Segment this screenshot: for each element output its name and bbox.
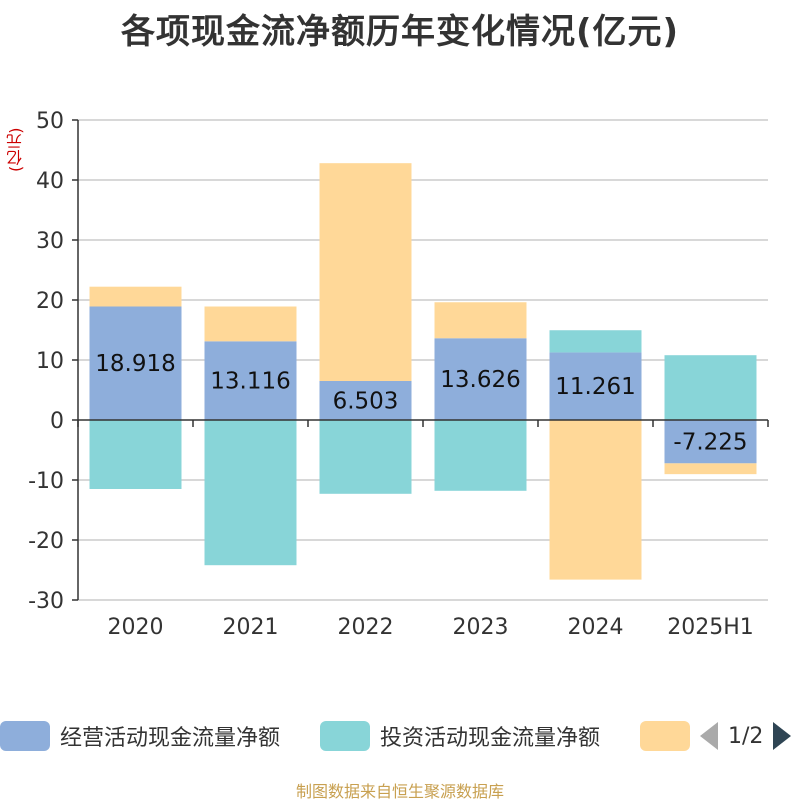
data-label: -7.225: [673, 430, 747, 456]
data-label: 13.116: [210, 369, 290, 395]
legend: 经营活动现金流量净额 投资活动现金流量净额 1/2: [0, 712, 800, 760]
x-tick-label: 2020: [108, 615, 164, 640]
data-source-note: 制图数据来自恒生聚源数据库: [295, 782, 504, 801]
legend-pager: 1/2: [700, 720, 792, 752]
x-tick-label: 2021: [223, 615, 279, 640]
bar-series1-2025H1: [664, 355, 757, 420]
legend-swatch-investing: [320, 721, 370, 751]
y-tick-label: 40: [36, 169, 64, 194]
legend-item-operating[interactable]: 经营活动现金流量净额: [0, 720, 280, 752]
next-page-icon[interactable]: [773, 722, 792, 750]
bar-series0-2025H1: [664, 420, 757, 464]
legend-swatch-financing: [640, 721, 690, 751]
y-tick-label: 50: [36, 109, 64, 134]
bar-series2-2021: [204, 306, 297, 342]
bar-series0-2024: [549, 352, 642, 420]
bar-series2-2025H1: [664, 463, 757, 475]
data-label: 13.626: [440, 367, 520, 393]
legend-label-operating: 经营活动现金流量净额: [60, 726, 281, 751]
bar-series2-2024: [549, 420, 642, 580]
legend-item-financing[interactable]: [640, 720, 700, 752]
x-tick-label: 2023: [453, 615, 509, 640]
bar-series2-2023: [434, 302, 527, 339]
legend-page-indicator: 1/2: [728, 723, 764, 749]
legend-item-investing[interactable]: 投资活动现金流量净额: [320, 720, 600, 752]
bar-series1-2020: [89, 420, 182, 489]
bar-series2-2020: [89, 286, 182, 307]
y-tick-label: 10: [36, 349, 64, 374]
x-tick-label: 2024: [568, 615, 624, 640]
bar-series1-2024: [549, 330, 642, 353]
data-label: 6.503: [333, 388, 399, 414]
y-tick-label: 30: [36, 229, 64, 254]
data-label: 18.918: [95, 351, 175, 377]
y-tick-label: 0: [50, 409, 64, 434]
bar-series0-2021: [204, 341, 297, 420]
y-tick-label: -20: [28, 529, 64, 554]
bar-chart: -30 -20 -10 0 10 20 30 40 50 2020 2021 2022 2023 2024…: [28, 109, 769, 640]
bar-series2-2022: [319, 163, 412, 381]
bar-series0-2023: [434, 338, 527, 420]
bar-series1-2021: [204, 420, 297, 566]
bar-series1-2023: [434, 420, 527, 491]
bar-series0-2022: [319, 380, 412, 420]
data-label: 11.261: [555, 374, 635, 400]
chart-title: 各项现金流净额历年变化情况(亿元): [120, 12, 680, 52]
bar-series0-2020: [89, 306, 182, 420]
legend-label-investing: 投资活动现金流量净额: [380, 726, 601, 751]
y-tick-label: -30: [28, 589, 64, 614]
x-tick-label: 2022: [338, 615, 394, 640]
bar-series1-2022: [319, 420, 412, 494]
prev-page-icon[interactable]: [700, 722, 718, 750]
y-tick-label: -10: [28, 469, 64, 494]
legend-swatch-operating: [0, 721, 50, 751]
y-tick-label: 20: [36, 289, 64, 314]
x-tick-label: 2025H1: [667, 615, 754, 640]
